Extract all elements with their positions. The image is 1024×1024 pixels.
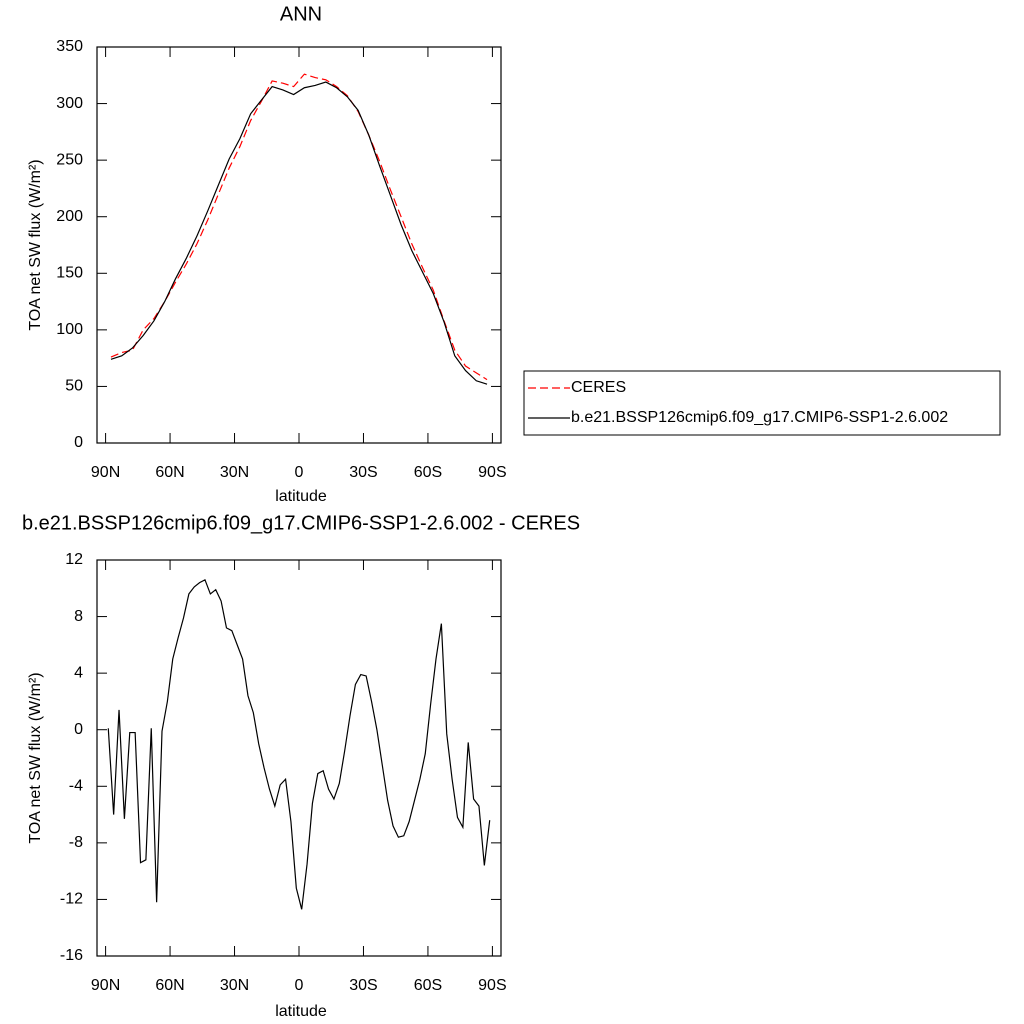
legend: CERES b.e21.BSSP126cmip6.f09_g17.CMIP6-SS… — [523, 370, 1001, 436]
x-tick-label: 60N — [155, 977, 184, 994]
x-tick-label: 90N — [91, 464, 120, 481]
y-tick-label: -8 — [69, 834, 83, 851]
x-axis-label: latitude — [275, 1003, 327, 1020]
data-line — [107, 578, 491, 910]
data-line — [110, 73, 488, 381]
x-tick-label: 30N — [220, 464, 249, 481]
y-axis-label: TOA net SW flux (W/m²) — [27, 672, 44, 843]
x-axis-label: latitude — [275, 488, 327, 505]
y-tick-label: 4 — [74, 664, 83, 681]
y-tick-label: 0 — [74, 434, 83, 451]
x-tick-label: 90S — [478, 464, 506, 481]
legend-box — [523, 370, 1001, 436]
y-tick-label: 150 — [56, 265, 83, 282]
panel: ANN latitude TOA net SW flux (W/m²) 0 50 100 1… — [27, 3, 1001, 505]
y-tick-label: 350 — [56, 38, 83, 55]
y-tick-label: 50 — [65, 378, 83, 395]
y-tick-label: 0 — [74, 721, 83, 738]
y-tick-label: 200 — [56, 208, 83, 225]
y-tick-label: -4 — [69, 778, 83, 795]
panel: b.e21.BSSP126cmip6.f09_g17.CMIP6-SSP1-2.… — [22, 512, 580, 1020]
y-tick-label: 12 — [65, 551, 83, 568]
x-tick-label: 60S — [414, 977, 442, 994]
x-tick-label: 30S — [349, 464, 377, 481]
x-tick-label: 0 — [295, 464, 304, 481]
y-tick-label: 250 — [56, 151, 83, 168]
data-line — [110, 81, 488, 385]
chart-title: b.e21.BSSP126cmip6.f09_g17.CMIP6-SSP1-2.… — [22, 512, 580, 534]
y-tick-label: -12 — [60, 891, 83, 908]
x-tick-label: 60S — [414, 464, 442, 481]
x-tick-label: 90S — [478, 977, 506, 994]
x-tick-label: 30N — [220, 977, 249, 994]
legend-label: CERES — [571, 379, 626, 396]
plot-frame — [96, 46, 502, 444]
x-tick-label: 60N — [155, 464, 184, 481]
y-tick-label: 100 — [56, 321, 83, 338]
y-tick-label: 300 — [56, 95, 83, 112]
x-tick-label: 30S — [349, 977, 377, 994]
y-tick-label: 8 — [74, 608, 83, 625]
legend-label: b.e21.BSSP126cmip6.f09_g17.CMIP6-SSP1-2.… — [571, 409, 948, 426]
x-tick-label: 90N — [91, 977, 120, 994]
y-tick-label: -16 — [60, 947, 83, 964]
chart-title: ANN — [280, 3, 322, 25]
y-axis-label: TOA net SW flux (W/m²) — [27, 159, 44, 330]
x-tick-label: 0 — [295, 977, 304, 994]
